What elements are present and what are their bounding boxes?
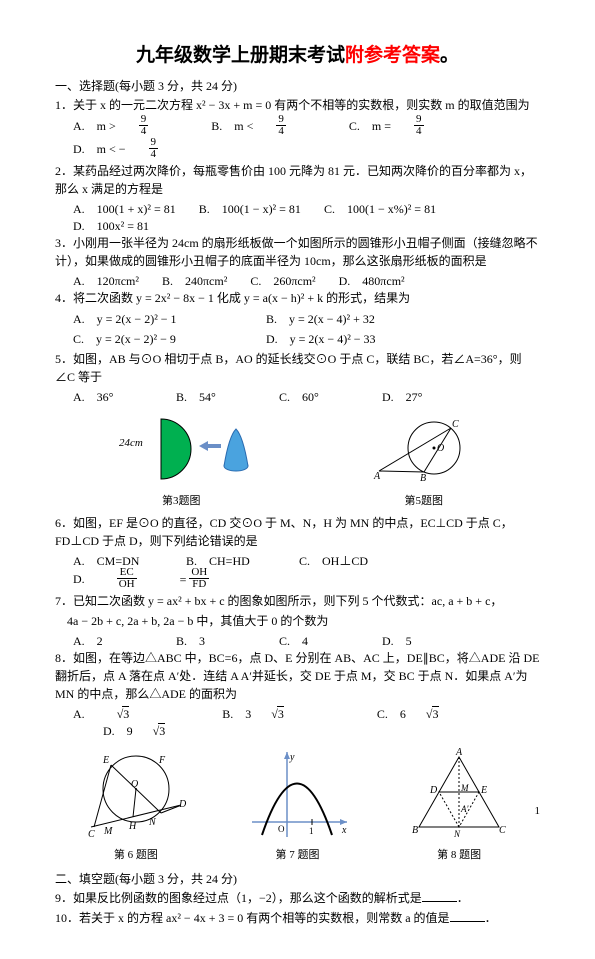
q7: 7．已知二次函数 y = ax² + bx + c 的图象如图所示，则下列 5 … bbox=[55, 592, 540, 610]
q7a: A. 2 bbox=[73, 632, 153, 649]
q7-options: A. 2 B. 3 C. 4 D. 5 bbox=[73, 632, 540, 649]
q4: 4．将二次函数 y = 2x² − 8x − 1 化成 y = a(x − h)… bbox=[55, 289, 540, 307]
section2-head: 二、填空题(每小题 3 分，共 24 分) bbox=[55, 870, 540, 887]
svg-text:A: A bbox=[373, 471, 381, 482]
title-red: 附参考答案 bbox=[345, 45, 440, 66]
svg-text:M: M bbox=[460, 783, 469, 793]
svg-text:B: B bbox=[412, 825, 418, 836]
q2b: B. 100(1 − x)² = 81 bbox=[199, 200, 301, 217]
q9: 9．如果反比例函数的图象经过点（1，−2），那么这个函数的解析式是． bbox=[55, 889, 540, 907]
q3d: D. 480πcm² bbox=[339, 272, 405, 289]
q1d: D. m < − 94 bbox=[73, 139, 198, 162]
q8c: C. 63 bbox=[377, 705, 479, 722]
fig6-svg: O F E C M H N D bbox=[81, 747, 191, 842]
svg-text:O: O bbox=[278, 824, 285, 834]
q7d: D. 5 bbox=[382, 632, 412, 649]
q2d: D. 100x² = 81 bbox=[73, 217, 149, 234]
q8b: B. 33 bbox=[222, 705, 324, 722]
page-title: 九年级数学上册期末考试附参考答案。 bbox=[55, 40, 540, 67]
q8a: A. 3 bbox=[73, 705, 169, 722]
svg-text:D: D bbox=[429, 785, 438, 796]
q6: 6．如图，EF 是⊙O 的直径，CD 交⊙O 于 M、N，H 为 MN 的中点，… bbox=[55, 514, 540, 550]
q5d: D. 27° bbox=[382, 388, 422, 405]
q7b: B. 3 bbox=[176, 632, 256, 649]
fig7: y x 1 O 第 7 题图 bbox=[242, 747, 352, 862]
q4c: C. y = 2(x − 2)² − 9 bbox=[73, 329, 243, 349]
q2-options: A. 100(1 + x)² = 81 B. 100(1 − x)² = 81 … bbox=[73, 200, 540, 234]
svg-text:H: H bbox=[128, 821, 137, 832]
svg-text:M: M bbox=[103, 826, 113, 837]
q8: 8．如图，在等边△ABC 中，BC=6，点 D、E 分别在 AB、AC 上，DE… bbox=[55, 649, 540, 703]
q5-options: A. 36° B. 54° C. 60° D. 27° bbox=[73, 388, 540, 405]
svg-text:N: N bbox=[148, 817, 157, 828]
fig8: A B C D E M A' N 第 8 题图 bbox=[404, 747, 514, 862]
section1-head: 一、选择题(每小题 3 分，共 24 分) bbox=[55, 77, 540, 94]
fig7-svg: y x 1 O bbox=[242, 747, 352, 842]
svg-text:C: C bbox=[88, 829, 95, 840]
q2c: C. 100(1 − x%)² = 81 bbox=[324, 200, 436, 217]
q5: 5．如图，AB 与⊙O 相切于点 B，AO 的延长线交⊙O 于点 C，联结 BC… bbox=[55, 350, 540, 386]
svg-text:E: E bbox=[480, 785, 487, 796]
figure-row-2: O F E C M H N D 第 6 题图 bbox=[55, 747, 540, 862]
q1: 1．关于 x 的一元二次方程 x² − 3x + m = 0 有两个不相等的实数… bbox=[55, 96, 540, 114]
fig8-svg: A B C D E M A' N bbox=[404, 747, 514, 842]
q9-blank bbox=[422, 901, 457, 902]
svg-text:F: F bbox=[158, 755, 166, 766]
q6c: C. OH⊥CD bbox=[299, 552, 389, 569]
fig3-svg: 24cm bbox=[111, 411, 251, 486]
fig8-caption: 第 8 题图 bbox=[404, 846, 514, 862]
q5a: A. 36° bbox=[73, 388, 153, 405]
svg-text:A': A' bbox=[460, 804, 469, 814]
q2: 2．某药品经过两次降价，每瓶零售价由 100 元降为 81 元．已知两次降价的百… bbox=[55, 162, 540, 198]
svg-text:24cm: 24cm bbox=[119, 437, 143, 449]
fig6-caption: 第 6 题图 bbox=[81, 846, 191, 862]
svg-text:1: 1 bbox=[309, 826, 314, 836]
q8d: D. 93 bbox=[103, 722, 205, 739]
q3-options: A. 120πcm² B. 240πcm² C. 260πcm² D. 480π… bbox=[73, 272, 540, 289]
svg-text:B: B bbox=[420, 473, 426, 484]
q8-options: A. 3 B. 33 C. 63 D. 93 bbox=[73, 705, 540, 739]
q6d: D. ECOH = OHFD bbox=[73, 569, 249, 592]
title-main: 九年级数学上册期末考试 bbox=[136, 45, 345, 66]
q4b: B. y = 2(x − 4)² + 32 bbox=[266, 309, 375, 329]
svg-text:A: A bbox=[455, 747, 463, 758]
q5b: B. 54° bbox=[176, 388, 256, 405]
fig3-caption: 第3题图 bbox=[111, 492, 251, 508]
q7-line2: 4a − 2b + c, 2a + b, 2a − b 中，其值大于 0 的个数… bbox=[67, 612, 540, 630]
q2a: A. 100(1 + x)² = 81 bbox=[73, 200, 176, 217]
fig3: 24cm bbox=[111, 411, 251, 490]
svg-text:x: x bbox=[341, 825, 347, 836]
q4a: A. y = 2(x − 2)² − 1 bbox=[73, 309, 243, 329]
q3b: B. 240πcm² bbox=[162, 272, 227, 289]
q1c: C. m = 94 bbox=[349, 116, 464, 139]
svg-text:y: y bbox=[289, 752, 295, 763]
svg-text:N: N bbox=[453, 829, 461, 839]
q1b: B. m < 94 bbox=[211, 116, 326, 139]
q10-blank bbox=[450, 921, 485, 922]
svg-text:E: E bbox=[102, 755, 109, 766]
q5c: C. 60° bbox=[279, 388, 359, 405]
svg-text:D: D bbox=[178, 799, 187, 810]
svg-text:C: C bbox=[499, 825, 506, 836]
fig5-svg: O A B C bbox=[364, 411, 484, 486]
svg-text:C: C bbox=[452, 419, 459, 430]
q4-options: A. y = 2(x − 2)² − 1 B. y = 2(x − 4)² + … bbox=[73, 309, 540, 350]
q1-options: A. m > 94 B. m < 94 C. m = 94 D. m < − 9… bbox=[73, 116, 540, 162]
fig7-caption: 第 7 题图 bbox=[242, 846, 352, 862]
q6-options: A. CM=DN B. CH=HD C. OH⊥CD D. ECOH = OHF… bbox=[73, 552, 540, 592]
page-number: 1 bbox=[535, 805, 541, 817]
fig6: O F E C M H N D 第 6 题图 bbox=[81, 747, 191, 862]
q3: 3．小刚用一张半径为 24cm 的扇形纸板做一个如图所示的圆锥形小丑帽子侧面（接… bbox=[55, 234, 540, 270]
q7c: C. 4 bbox=[279, 632, 359, 649]
q3c: C. 260πcm² bbox=[250, 272, 315, 289]
fig5-caption: 第5题图 bbox=[364, 492, 484, 508]
figure-row-1-labels: 第3题图 第5题图 bbox=[55, 492, 540, 508]
q4d: D. y = 2(x − 4)² − 33 bbox=[266, 329, 376, 349]
q3a: A. 120πcm² bbox=[73, 272, 139, 289]
q10: 10．若关于 x 的方程 ax² − 4x + 3 = 0 有两个相等的实数根，… bbox=[55, 909, 540, 927]
figure-row-1: 24cm O A B C bbox=[55, 411, 540, 490]
q1a: A. m > 94 bbox=[73, 116, 188, 139]
fig5: O A B C bbox=[364, 411, 484, 490]
title-suffix: 。 bbox=[440, 45, 459, 66]
